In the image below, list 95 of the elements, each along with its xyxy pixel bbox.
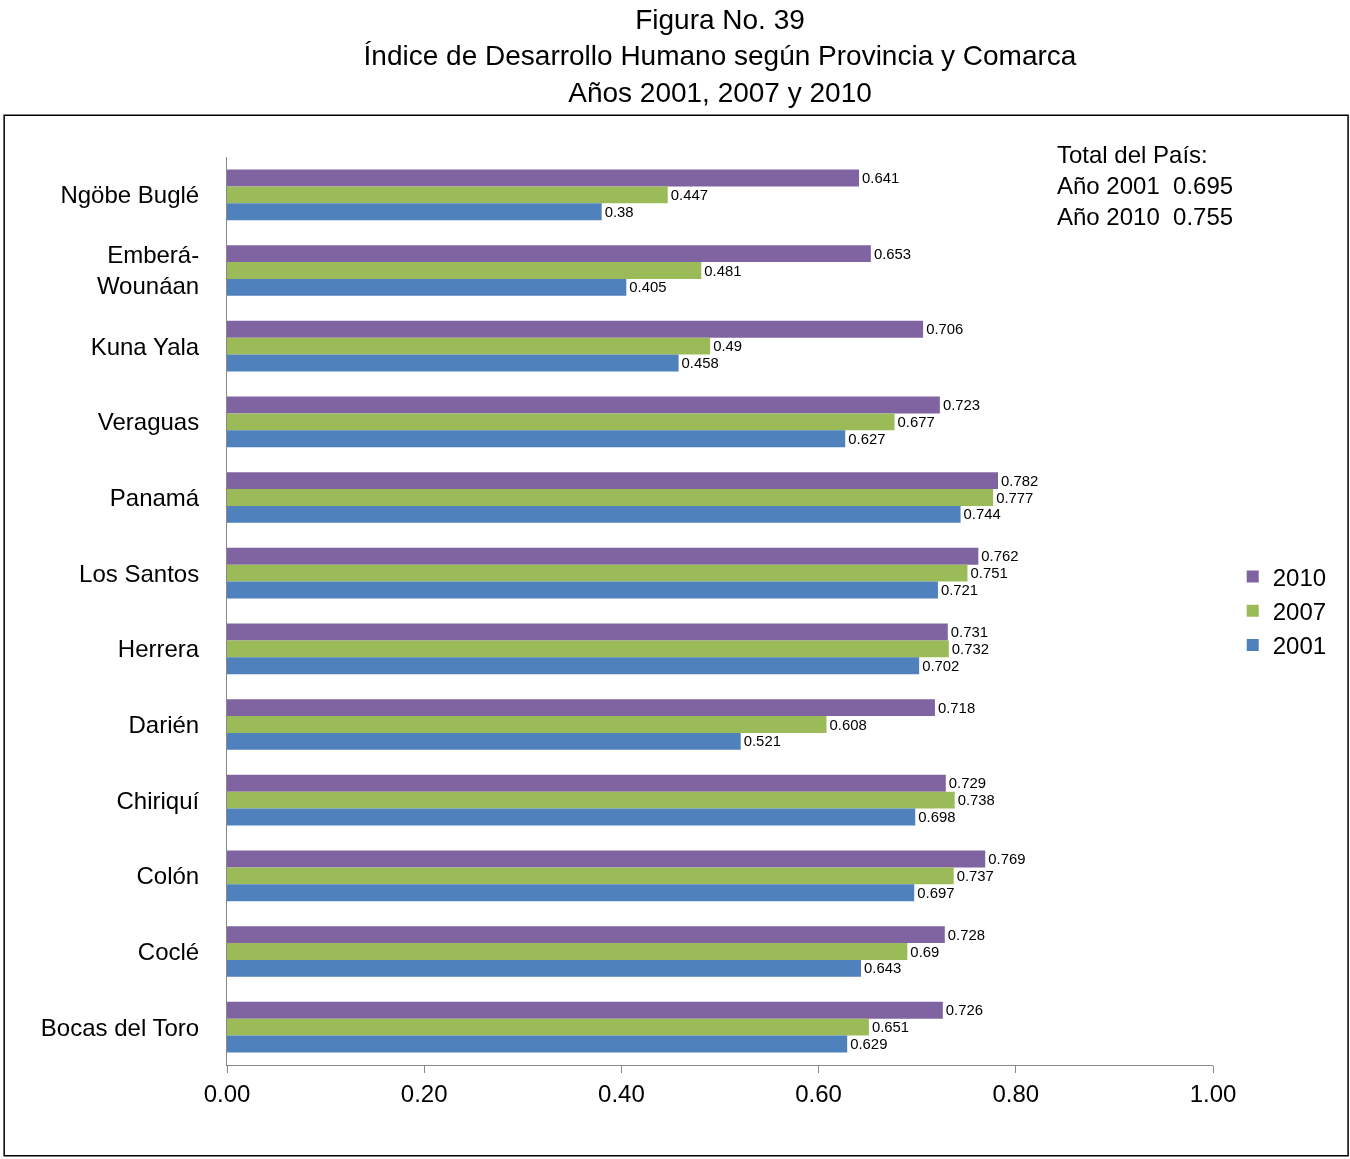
bar bbox=[227, 1035, 848, 1053]
bar bbox=[227, 791, 955, 809]
bar bbox=[227, 262, 702, 279]
bar bbox=[227, 278, 627, 296]
bar bbox=[227, 320, 924, 338]
data-label: 0.721 bbox=[940, 582, 979, 599]
bar bbox=[227, 716, 827, 733]
y-tick-label: Los Santos bbox=[79, 559, 200, 587]
annotation: Total del País: Año 2001 0.695 Año 2010 0.755 bbox=[1057, 141, 1234, 231]
data-label: 0.697 bbox=[917, 884, 955, 901]
y-tick-label: Herrera bbox=[117, 635, 200, 663]
bar bbox=[227, 547, 979, 565]
y-tick-label: Veraguas bbox=[97, 408, 200, 436]
data-label: 0.751 bbox=[970, 565, 1008, 582]
data-label: 0.38 bbox=[604, 203, 634, 220]
data-label: 0.677 bbox=[897, 413, 935, 430]
bar bbox=[227, 774, 946, 792]
chart-title: Figura No. 39 Índice de Desarrollo Humano según Provincia y Comarca Años 2001, 2007 y 2010 bbox=[363, 3, 1077, 108]
bar bbox=[227, 884, 915, 902]
data-label: 0.726 bbox=[945, 1002, 984, 1019]
data-label: 0.629 bbox=[850, 1036, 888, 1053]
data-label: 0.641 bbox=[862, 170, 900, 186]
data-label: 0.706 bbox=[926, 321, 964, 338]
data-label: 0.723 bbox=[942, 397, 981, 413]
data-label: 0.782 bbox=[1001, 472, 1039, 489]
y-tick-label: Colón bbox=[136, 862, 200, 890]
data-label: 0.405 bbox=[629, 279, 667, 296]
data-label: 0.737 bbox=[956, 867, 994, 884]
legend-label: 2010 bbox=[1272, 563, 1327, 591]
data-label: 0.69 bbox=[910, 943, 940, 960]
legend-label: 2007 bbox=[1272, 598, 1327, 626]
data-label: 0.718 bbox=[937, 699, 976, 716]
data-label: 0.627 bbox=[848, 430, 886, 447]
bar bbox=[227, 354, 679, 372]
x-tick-label: 0.80 bbox=[992, 1079, 1040, 1107]
y-tick-label: Coclé bbox=[137, 937, 200, 965]
x-tick-label: 1.00 bbox=[1189, 1079, 1237, 1107]
bar bbox=[227, 699, 935, 717]
data-label: 0.481 bbox=[704, 262, 742, 279]
y-tick-label: Bocas del Toro bbox=[40, 1013, 200, 1041]
data-label: 0.702 bbox=[922, 657, 960, 674]
bar bbox=[227, 623, 948, 641]
data-label: 0.698 bbox=[918, 809, 956, 826]
bar bbox=[227, 867, 954, 885]
y-tick-label: Chiriquí bbox=[116, 786, 200, 814]
x-tick-label: 0.20 bbox=[400, 1079, 448, 1107]
data-label: 0.769 bbox=[988, 851, 1026, 867]
bar bbox=[227, 472, 999, 490]
bar bbox=[227, 640, 949, 658]
data-label: 0.49 bbox=[713, 338, 743, 355]
bar bbox=[227, 489, 994, 506]
bar bbox=[227, 505, 961, 523]
bar bbox=[227, 430, 846, 448]
bar bbox=[227, 732, 741, 750]
bar bbox=[227, 657, 920, 675]
bar bbox=[227, 337, 711, 355]
data-label: 0.521 bbox=[743, 733, 781, 750]
data-label: 0.762 bbox=[981, 548, 1019, 565]
bar bbox=[227, 186, 668, 204]
data-label: 0.458 bbox=[681, 355, 719, 372]
legend-label: 2001 bbox=[1272, 632, 1327, 660]
y-tick-label: Ngöbe Buglé bbox=[60, 181, 200, 209]
y-tick-label: Kuna Yala bbox=[90, 332, 200, 360]
data-label: 0.738 bbox=[957, 792, 995, 809]
bar bbox=[227, 926, 945, 944]
y-tick-label: Emberá-Wounáan bbox=[96, 241, 200, 300]
data-label: 0.653 bbox=[873, 245, 912, 262]
data-label: 0.643 bbox=[864, 960, 902, 977]
bar bbox=[227, 850, 986, 868]
bar bbox=[227, 581, 938, 599]
bar bbox=[227, 169, 860, 187]
data-label: 0.744 bbox=[963, 506, 1001, 523]
data-label: 0.608 bbox=[829, 716, 867, 733]
y-tick-label: Darién bbox=[128, 710, 200, 738]
x-tick-label: 0.40 bbox=[598, 1079, 645, 1107]
bar bbox=[227, 1001, 943, 1019]
x-tick-label: 0.60 bbox=[795, 1079, 842, 1107]
data-label: 0.731 bbox=[950, 624, 988, 640]
bar bbox=[227, 959, 861, 977]
data-label: 0.447 bbox=[670, 186, 708, 203]
x-tick-label: 0.00 bbox=[203, 1079, 251, 1107]
bar bbox=[227, 203, 602, 221]
bar bbox=[227, 943, 908, 960]
bar bbox=[227, 396, 940, 414]
data-label: 0.729 bbox=[948, 775, 986, 792]
bar bbox=[227, 808, 916, 826]
bar bbox=[227, 1018, 869, 1036]
data-label: 0.732 bbox=[951, 640, 989, 657]
y-tick-label: Panamá bbox=[109, 483, 200, 511]
bar bbox=[227, 413, 895, 431]
bar bbox=[227, 245, 871, 263]
data-label: 0.777 bbox=[996, 489, 1034, 506]
data-label: 0.728 bbox=[947, 926, 986, 943]
bar bbox=[227, 564, 968, 582]
data-label: 0.651 bbox=[871, 1019, 910, 1036]
